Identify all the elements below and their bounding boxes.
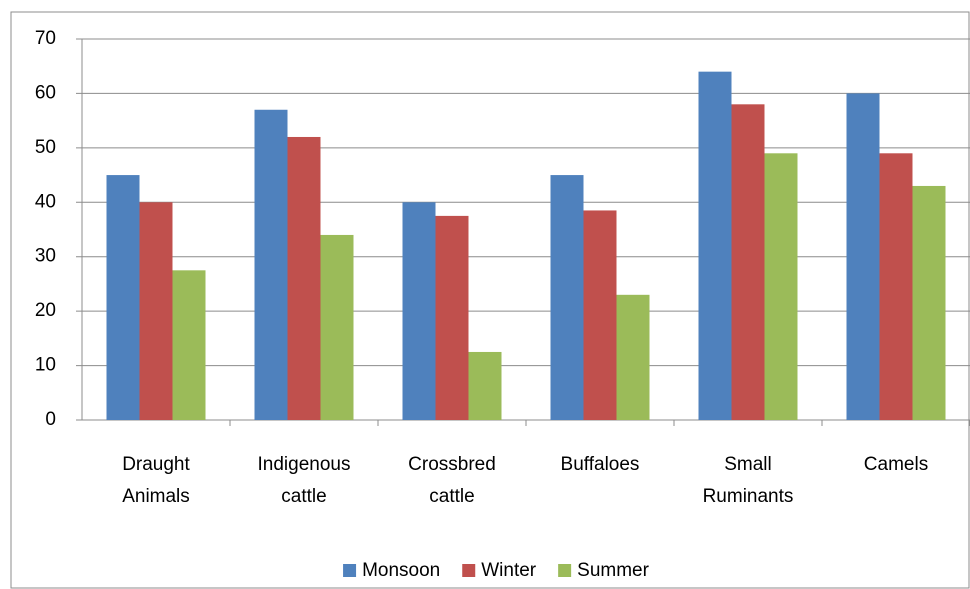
bar bbox=[616, 294, 650, 420]
bar bbox=[320, 234, 354, 420]
y-tick-label: 10 bbox=[35, 355, 56, 376]
bar bbox=[254, 109, 288, 420]
legend-label: Summer bbox=[577, 560, 649, 581]
bar bbox=[698, 71, 732, 421]
bar bbox=[550, 175, 584, 420]
bar bbox=[912, 185, 946, 420]
legend-swatch bbox=[462, 564, 476, 577]
legend-swatch bbox=[558, 564, 572, 577]
bar bbox=[402, 202, 436, 420]
x-tick-label: Crossbred cattle bbox=[408, 454, 496, 507]
y-tick-label: 0 bbox=[45, 409, 56, 430]
bar bbox=[172, 270, 206, 420]
x-tick-label: Draught Animals bbox=[122, 454, 190, 507]
bar bbox=[879, 153, 913, 421]
legend-swatch bbox=[343, 564, 357, 577]
x-tick-label: Buffaloes bbox=[561, 454, 640, 475]
bar bbox=[287, 136, 321, 420]
bar bbox=[139, 202, 173, 420]
bar bbox=[731, 104, 765, 421]
y-tick-label: 70 bbox=[35, 28, 56, 49]
y-tick-label: 40 bbox=[35, 191, 56, 212]
x-tick-label: Camels bbox=[864, 454, 928, 475]
x-tick-label: Small Ruminants bbox=[703, 454, 794, 507]
y-tick-label: 50 bbox=[35, 137, 56, 158]
bar bbox=[106, 175, 140, 420]
bar bbox=[846, 93, 880, 420]
y-tick-label: 30 bbox=[35, 246, 56, 267]
bar bbox=[468, 351, 502, 420]
y-tick-label: 60 bbox=[35, 82, 56, 103]
legend-label: Winter bbox=[481, 560, 537, 581]
bar bbox=[435, 215, 469, 420]
bar bbox=[583, 210, 617, 420]
x-tick-label: Indigenous cattle bbox=[258, 454, 351, 507]
legend-label: Monsoon bbox=[362, 560, 440, 581]
y-tick-label: 20 bbox=[35, 300, 56, 321]
bar bbox=[764, 153, 798, 421]
